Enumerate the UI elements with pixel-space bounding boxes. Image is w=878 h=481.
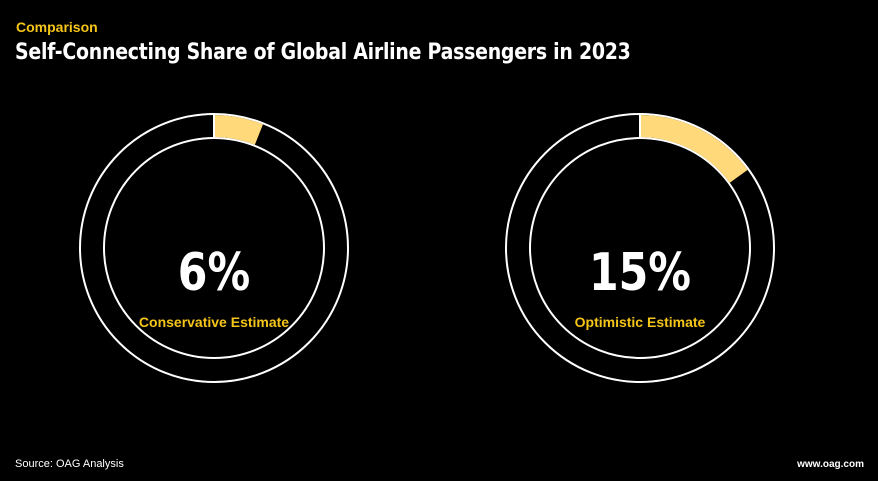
chart-title: Self-Connecting Share of Global Airline … [15, 40, 631, 65]
donut-label-optimistic: Optimistic Estimate [574, 314, 706, 330]
donut-svg-conservative [79, 113, 349, 383]
chart-kicker: Comparison [16, 19, 98, 35]
donut-svg-optimistic [505, 113, 775, 383]
donut-chart-optimistic: 15% Optimistic Estimate [505, 113, 775, 383]
donut-segment-optimistic [640, 115, 748, 183]
donut-value-optimistic: 15% [588, 243, 692, 303]
donut-value-conservative: 6% [177, 243, 251, 303]
site-url: www.oag.com [797, 459, 864, 470]
donut-label-conservative: Conservative Estimate [138, 314, 290, 330]
donut-chart-conservative: 6% Conservative Estimate [79, 113, 349, 383]
source-note: Source: OAG Analysis [15, 458, 124, 470]
donut-segment-conservative [214, 115, 263, 145]
